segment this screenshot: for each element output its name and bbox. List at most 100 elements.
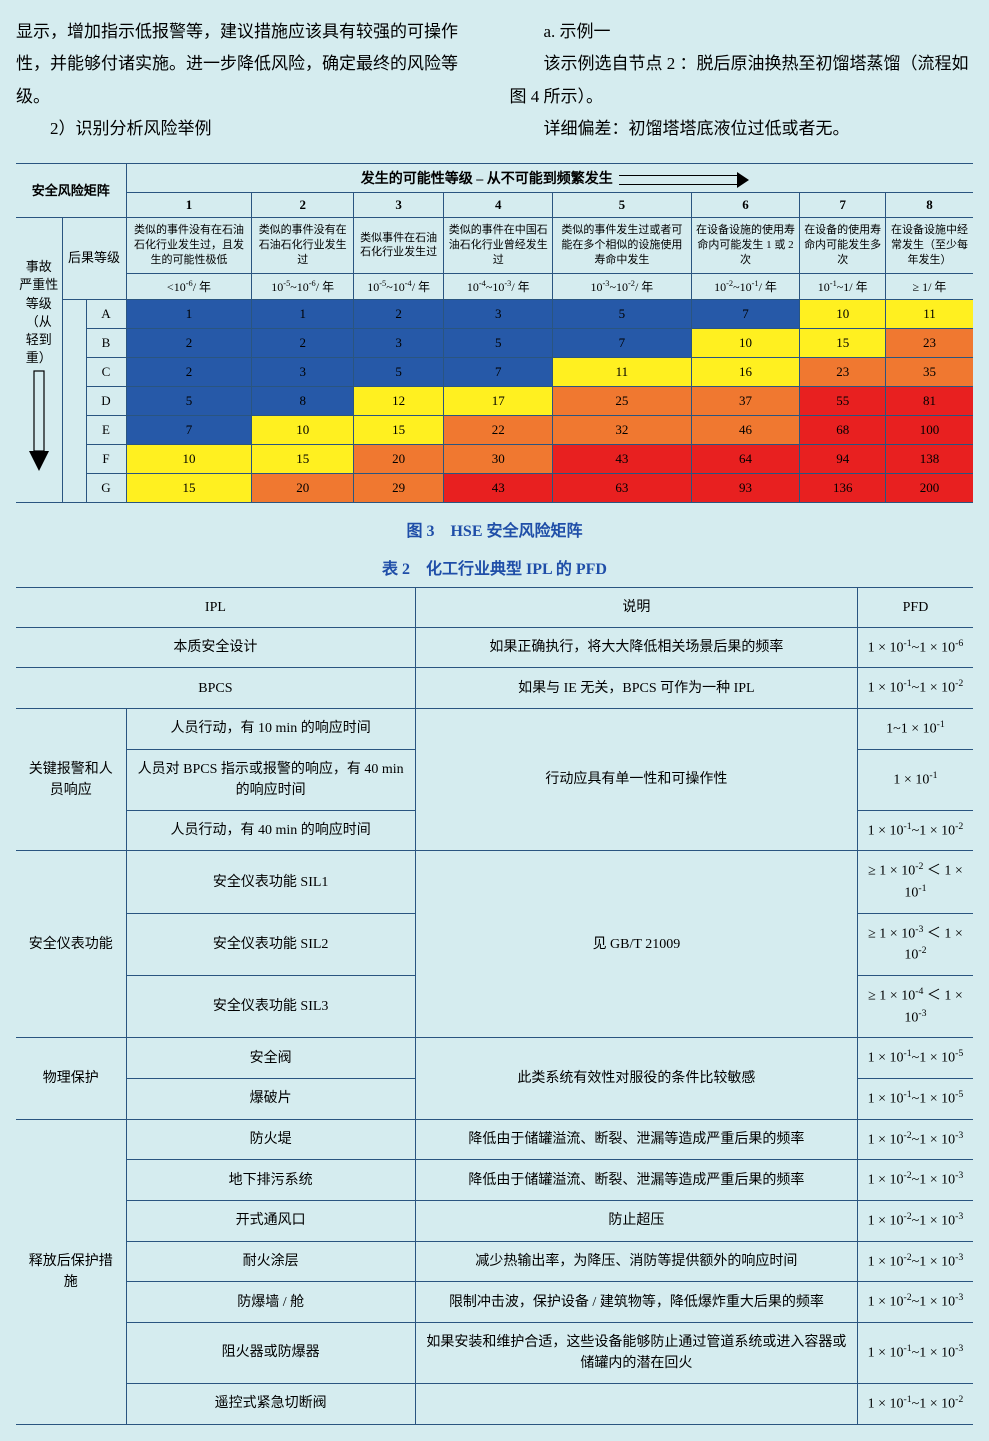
- matrix-col-desc: 在设备设施中经常发生（至少每年发生）: [885, 218, 973, 274]
- ipl-sis-name: 安全仪表功能 SIL1: [126, 851, 415, 913]
- matrix-colnum: 2: [252, 193, 353, 218]
- matrix-cell: 81: [885, 386, 973, 415]
- ipl-post-desc: [415, 1383, 857, 1424]
- matrix-cell: 17: [444, 386, 553, 415]
- ipl-bpcs-pfd: 1 × 10-1~1 × 10-2: [857, 668, 973, 709]
- matrix-cell: 20: [353, 444, 443, 473]
- matrix-cell: 16: [691, 357, 800, 386]
- matrix-cell: 22: [444, 415, 553, 444]
- ipl-post-pfd: 1 × 10-1~1 × 10-2: [857, 1383, 973, 1424]
- matrix-cell: 46: [691, 415, 800, 444]
- matrix-col-freq: ≥ 1/ 年: [885, 273, 973, 299]
- matrix-cell: 23: [885, 328, 973, 357]
- ipl-alarm-pfd: 1~1 × 10-1: [857, 709, 973, 750]
- matrix-cell: 2: [126, 328, 252, 357]
- intro-right-p3: 详细偏差：初馏塔塔底液位过低或者无。: [510, 113, 974, 145]
- matrix-colnum: 3: [353, 193, 443, 218]
- matrix-col-freq: 10-3~10-2/ 年: [553, 273, 691, 299]
- ipl-caption: 表 2 化工行业典型 IPL 的 PFD: [16, 555, 973, 579]
- matrix-row-label: F: [86, 444, 126, 473]
- matrix-cell: 12: [353, 386, 443, 415]
- matrix-col-freq: 10-5~10-6/ 年: [252, 273, 353, 299]
- ipl-h-desc: 说明: [415, 587, 857, 627]
- ipl-post-name: 遥控式紧急切断阀: [126, 1383, 415, 1424]
- matrix-cell: 7: [691, 299, 800, 328]
- matrix-cell: 3: [353, 328, 443, 357]
- matrix-cell: 2: [353, 299, 443, 328]
- ipl-sis-pfd: ≥ 1 × 10-3 ＜ 1 × 10-2: [857, 913, 973, 975]
- matrix-cell: 15: [353, 415, 443, 444]
- ipl-sis-desc: 见 GB/T 21009: [415, 851, 857, 1038]
- ipl-alarm-pfd: 1 × 10-1~1 × 10-2: [857, 810, 973, 851]
- matrix-cell: 136: [800, 473, 885, 502]
- matrix-col-desc: 类似事件在石油石化行业发生过: [353, 218, 443, 274]
- ipl-post-pfd: 1 × 10-2~1 × 10-3: [857, 1160, 973, 1201]
- matrix-cell: 15: [252, 444, 353, 473]
- matrix-row-label: A: [86, 299, 126, 328]
- matrix-colnum: 8: [885, 193, 973, 218]
- ipl-essential-name: 本质安全设计: [16, 627, 415, 668]
- ipl-alarm-group: 关键报警和人员响应: [16, 709, 126, 851]
- matrix-cell: 35: [885, 357, 973, 386]
- ipl-alarm-name: 人员行动，有 10 min 的响应时间: [126, 709, 415, 750]
- matrix-row-label: E: [86, 415, 126, 444]
- matrix-colnum: 5: [553, 193, 691, 218]
- ipl-post-name: 开式通风口: [126, 1200, 415, 1241]
- matrix-cell: 94: [800, 444, 885, 473]
- matrix-cell: 5: [126, 386, 252, 415]
- matrix-cell: 68: [800, 415, 885, 444]
- matrix-cell: 10: [126, 444, 252, 473]
- ipl-post-name: 耐火涂层: [126, 1241, 415, 1282]
- matrix-cell: 11: [885, 299, 973, 328]
- matrix-caption: 图 3 HSE 安全风险矩阵: [16, 517, 973, 541]
- matrix-colnum: 6: [691, 193, 800, 218]
- ipl-post-name: 地下排污系统: [126, 1160, 415, 1201]
- ipl-phys-group: 物理保护: [16, 1038, 126, 1119]
- ipl-phys-name: 安全阀: [126, 1038, 415, 1079]
- ipl-post-desc: 防止超压: [415, 1200, 857, 1241]
- ipl-sis-pfd: ≥ 1 × 10-4 ＜ 1 × 10-3: [857, 975, 973, 1037]
- matrix-cell: 10: [691, 328, 800, 357]
- matrix-cell: 93: [691, 473, 800, 502]
- matrix-col-freq: 10-2~10-1/ 年: [691, 273, 800, 299]
- matrix-col-desc: 在设备的使用寿命内可能发生多次: [800, 218, 885, 274]
- matrix-col-desc: 类似的事件没有在石油石化行业发生过: [252, 218, 353, 274]
- matrix-colnum: 1: [126, 193, 252, 218]
- matrix-col-freq: 10-1~1/ 年: [800, 273, 885, 299]
- ipl-table: IPL说明PFD本质安全设计如果正确执行，将大大降低相关场景后果的频率1 × 1…: [16, 587, 973, 1425]
- matrix-col-desc: 类似的事件发生过或者可能在多个相似的设施使用寿命中发生: [553, 218, 691, 274]
- matrix-cell: 55: [800, 386, 885, 415]
- matrix-cell: 20: [252, 473, 353, 502]
- matrix-cell: 1: [252, 299, 353, 328]
- ipl-bpcs-desc: 如果与 IE 无关，BPCS 可作为一种 IPL: [415, 668, 857, 709]
- matrix-cell: 63: [553, 473, 691, 502]
- intro-left-p2: 2）识别分析风险举例: [16, 113, 480, 145]
- matrix-consequence-label: 后果等级: [62, 218, 126, 300]
- matrix-cell: 64: [691, 444, 800, 473]
- matrix-col-desc: 类似的事件在中国石油石化行业曾经发生过: [444, 218, 553, 274]
- ipl-post-name: 防火堤: [126, 1119, 415, 1160]
- intro-right-p2: 该示例选自节点 2 ：脱后原油换热至初馏塔蒸馏（流程如图 4 所示）。: [510, 48, 974, 113]
- ipl-alarm-name: 人员对 BPCS 指示或报警的响应，有 40 min 的响应时间: [126, 749, 415, 810]
- ipl-post-desc: 限制冲击波，保护设备 / 建筑物等，降低爆炸重大后果的频率: [415, 1282, 857, 1323]
- matrix-cell: 5: [353, 357, 443, 386]
- matrix-cell: 200: [885, 473, 973, 502]
- ipl-sis-name: 安全仪表功能 SIL2: [126, 913, 415, 975]
- matrix-col-freq: 10-4~10-3/ 年: [444, 273, 553, 299]
- matrix-cell: 15: [800, 328, 885, 357]
- matrix-cell: 1: [126, 299, 252, 328]
- ipl-post-desc: 降低由于储罐溢流、断裂、泄漏等造成严重后果的频率: [415, 1119, 857, 1160]
- matrix-spacer: [62, 299, 86, 502]
- ipl-sis-group: 安全仪表功能: [16, 851, 126, 1038]
- matrix-cell: 2: [126, 357, 252, 386]
- matrix-colnum: 4: [444, 193, 553, 218]
- matrix-cell: 43: [553, 444, 691, 473]
- matrix-cell: 23: [800, 357, 885, 386]
- ipl-post-desc: 降低由于储罐溢流、断裂、泄漏等造成严重后果的频率: [415, 1160, 857, 1201]
- ipl-post-group: 释放后保护措施: [16, 1119, 126, 1424]
- intro-right-p1: a. 示例一: [510, 16, 974, 48]
- matrix-cell: 3: [444, 299, 553, 328]
- ipl-bpcs-name: BPCS: [16, 668, 415, 709]
- matrix-cell: 32: [553, 415, 691, 444]
- matrix-cell: 43: [444, 473, 553, 502]
